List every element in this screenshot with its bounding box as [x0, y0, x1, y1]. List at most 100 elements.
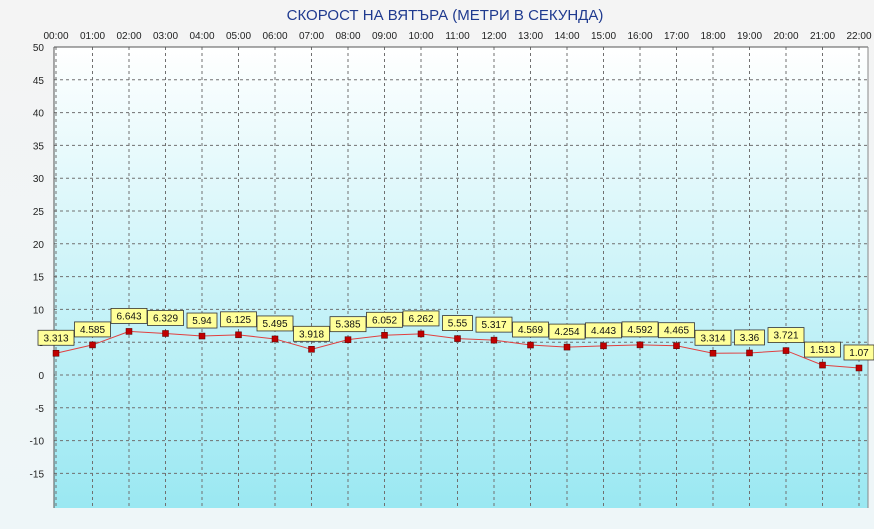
data-label-text: 5.317 — [481, 320, 506, 331]
data-label: 3.918 — [293, 325, 330, 342]
data-label: 5.495 — [256, 315, 294, 332]
data-label: 4.569 — [512, 321, 549, 338]
data-label: 5.317 — [475, 316, 513, 333]
data-label-text: 1.07 — [849, 348, 869, 359]
data-point — [855, 364, 863, 372]
data-label-box — [186, 312, 218, 329]
data-point — [198, 332, 206, 340]
data-label-text: 3.918 — [299, 329, 324, 340]
y-tick-label: 10 — [33, 305, 45, 316]
data-label-text: 6.262 — [408, 314, 433, 325]
data-label: 5.385 — [329, 316, 367, 333]
data-label-box — [512, 321, 549, 338]
y-tick-label: 0 — [38, 371, 44, 382]
data-label: 4.443 — [585, 322, 622, 339]
data-label-text: 5.55 — [448, 319, 468, 330]
data-point — [344, 336, 352, 343]
y-tick-label: -10 — [30, 437, 45, 448]
data-label: 6.125 — [220, 311, 257, 328]
x-tick-label: 17:00 — [664, 31, 689, 42]
x-tick-label: 05:00 — [226, 31, 251, 42]
data-point — [235, 331, 242, 339]
data-label-box — [734, 329, 765, 346]
data-label-text: 6.052 — [372, 315, 397, 326]
data-label: 5.55 — [442, 315, 473, 331]
data-point — [417, 330, 425, 338]
data-labels: 3.313 4.585 6.643 6.329 5.94 6.125 5.495 3.918 5… — [37, 308, 874, 361]
data-label-box — [366, 311, 403, 328]
plot-area — [54, 47, 868, 508]
data-label: 6.052 — [366, 311, 403, 328]
data-label-text: 5.495 — [262, 319, 287, 330]
data-label: 4.592 — [621, 321, 659, 338]
data-label-box — [475, 316, 513, 333]
x-tick-label: 08:00 — [335, 31, 360, 42]
data-label: 3.314 — [694, 329, 732, 346]
data-label-text: 4.254 — [554, 327, 579, 338]
x-tick-label: 21:00 — [810, 31, 835, 42]
y-tick-label: 40 — [33, 109, 45, 120]
data-point — [782, 347, 790, 354]
y-tick-label: 20 — [33, 240, 45, 251]
x-tick-label: 12:00 — [481, 31, 506, 42]
data-label-text: 6.643 — [116, 311, 141, 322]
data-label-text: 4.569 — [518, 325, 543, 336]
data-label-box — [402, 310, 440, 327]
x-tick-label: 14:00 — [554, 31, 579, 42]
data-point — [636, 341, 644, 349]
data-label-text: 5.94 — [192, 316, 212, 327]
data-label-text: 3.721 — [773, 331, 798, 342]
data-label: 3.721 — [767, 327, 805, 343]
data-label: 4.254 — [548, 323, 586, 340]
data-label-box — [442, 315, 473, 331]
data-point — [673, 342, 680, 349]
x-tick-label: 13:00 — [518, 31, 543, 42]
data-label-text: 4.585 — [80, 325, 105, 336]
data-label-box — [694, 329, 732, 346]
data-label: 3.313 — [37, 329, 75, 346]
data-label-box — [548, 323, 586, 340]
data-point — [454, 335, 461, 342]
data-label: 6.643 — [110, 308, 148, 324]
x-tick-label: 16:00 — [627, 31, 652, 42]
x-tick-label: 02:00 — [116, 31, 141, 42]
data-label: 6.262 — [402, 310, 440, 327]
data-label: 1.513 — [804, 341, 841, 358]
data-label-text: 3.314 — [700, 333, 725, 344]
data-label-text: 5.385 — [335, 320, 360, 331]
chart-title: СКОРОСТ НА ВЯТЪРА (МЕТРИ В СЕКУНДА) — [287, 7, 604, 24]
y-tick-label: -5 — [35, 404, 44, 415]
series-wind-speed — [52, 328, 863, 372]
data-label: 3.36 — [734, 329, 765, 346]
data-point — [746, 349, 753, 357]
x-tick-label: 00:00 — [43, 31, 68, 42]
data-label-text: 6.125 — [226, 315, 251, 326]
x-tick-label: 19:00 — [737, 31, 762, 42]
data-point — [490, 336, 498, 344]
data-point — [563, 343, 571, 351]
data-label-text: 1.513 — [810, 345, 835, 356]
x-tick-label: 22:00 — [846, 31, 871, 42]
data-label-text: 4.465 — [664, 326, 689, 337]
data-point — [600, 342, 607, 350]
data-label-box — [585, 322, 622, 339]
data-label-box — [843, 344, 874, 361]
x-tick-label: 06:00 — [262, 31, 287, 42]
data-label-box — [767, 327, 805, 343]
data-label: 4.465 — [658, 322, 695, 339]
data-point — [527, 341, 534, 349]
data-point — [271, 335, 279, 343]
x-tick-label: 01:00 — [80, 31, 105, 42]
data-label-text: 3.313 — [43, 333, 68, 344]
data-point — [308, 346, 315, 353]
data-point — [162, 330, 169, 337]
y-tick-label: 15 — [33, 273, 45, 284]
y-tick-label: 25 — [33, 207, 45, 218]
data-label-text: 4.592 — [627, 325, 652, 336]
data-point — [52, 350, 60, 357]
x-tick-label: 10:00 — [408, 31, 433, 42]
data-point — [125, 328, 133, 335]
data-label-box — [37, 329, 75, 346]
data-label-box — [329, 316, 367, 333]
